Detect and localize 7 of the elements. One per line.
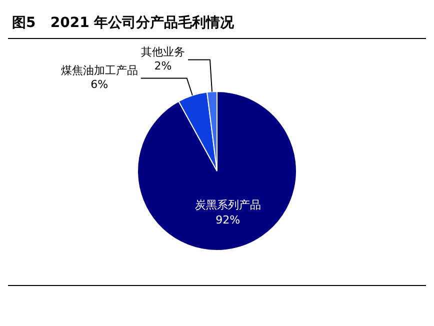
slice-label: 煤焦油加工产品	[60, 64, 138, 78]
chart-title: 图5 2021 年公司分产品毛利情况	[8, 8, 426, 39]
data-label: 6%	[90, 78, 108, 92]
slice-label: 炭黑系列产品	[194, 198, 261, 212]
data-label: 92%	[216, 214, 240, 227]
data-label: 2%	[154, 60, 172, 73]
slice-label: 其他业务	[141, 46, 185, 59]
